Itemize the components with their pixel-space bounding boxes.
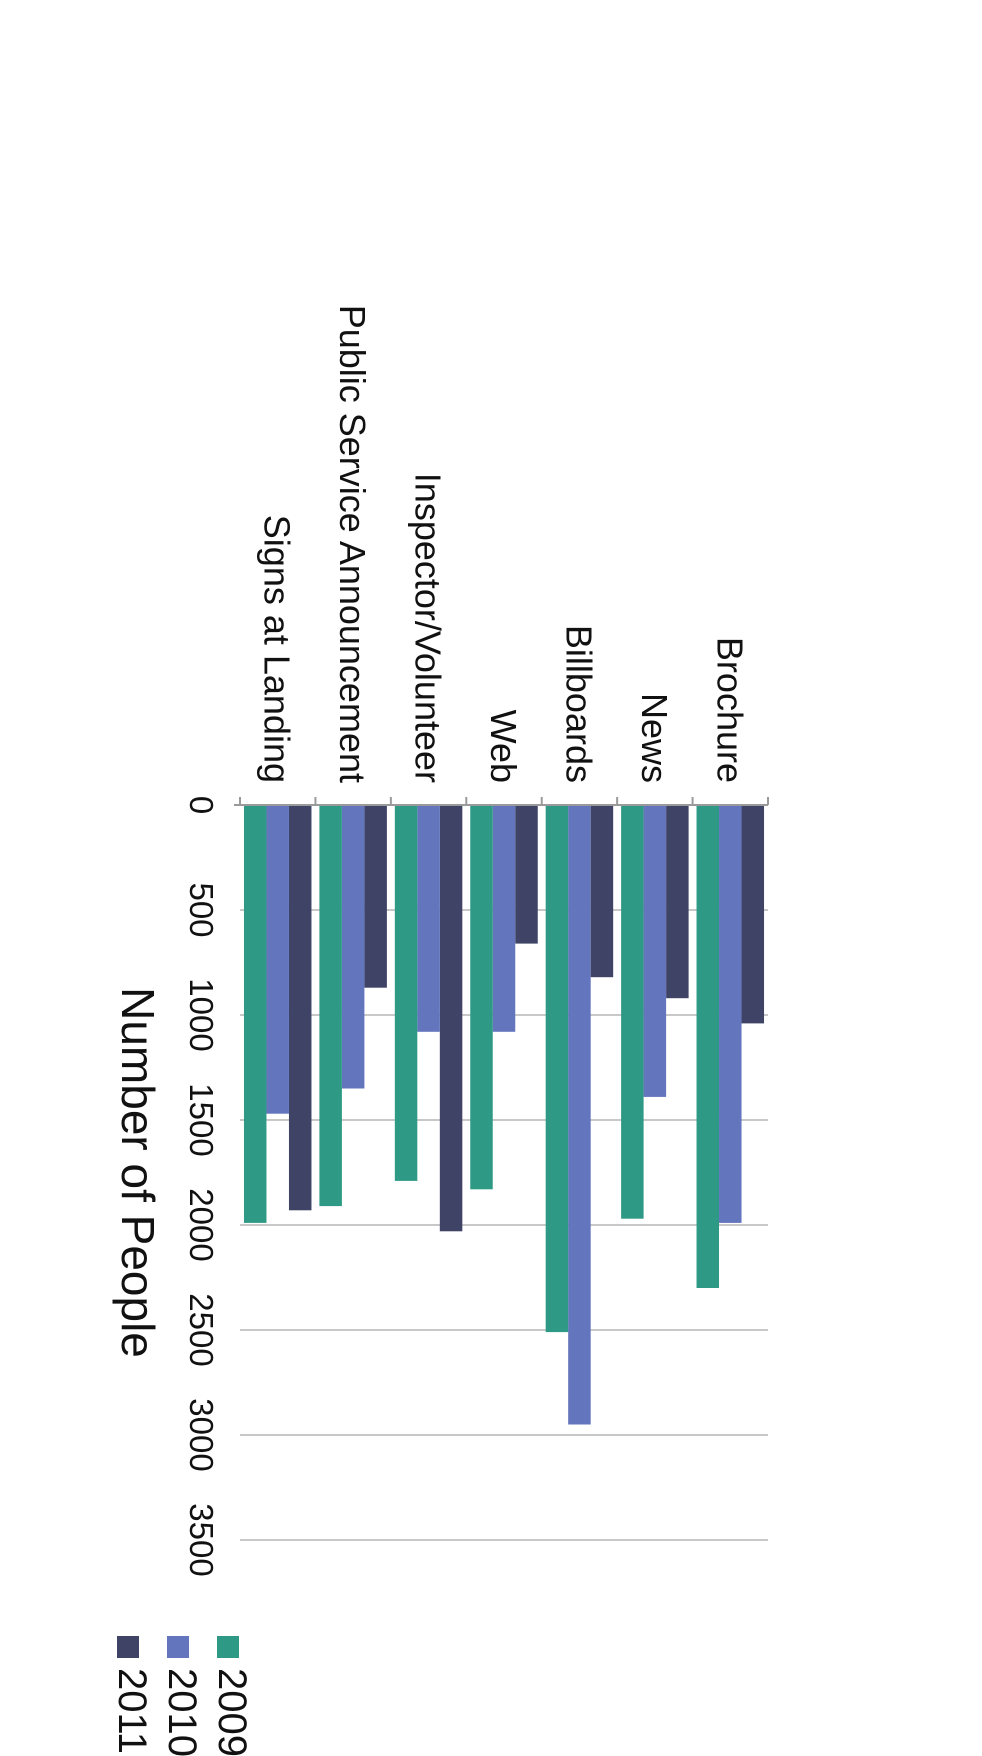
bar-2011 (439, 805, 463, 1232)
chart-rotated-group: 0 500 1000 1500 2000 2500 3000 3500 Brochure News… (110, 305, 769, 1756)
category-label: News (634, 693, 675, 783)
bar-2009 (545, 805, 569, 1333)
category-label: Brochure (709, 637, 750, 783)
category-label: Web (483, 710, 524, 783)
category-label: Public Service Announcement (332, 305, 373, 783)
category-label: Signs at Landing (257, 515, 298, 783)
x-tick-label: 1000 (183, 978, 220, 1051)
bar-2009 (243, 805, 267, 1223)
legend-swatch-2010 (167, 1636, 189, 1658)
bar-2010 (341, 805, 365, 1089)
legend-label: 2010 (160, 1668, 204, 1756)
x-tick-label: 2500 (183, 1293, 220, 1366)
legend: 2011 2010 2009 (110, 1636, 254, 1756)
bar-2010 (417, 805, 440, 1032)
axes: 0 500 1000 1500 2000 2500 3000 3500 Brochure News… (183, 305, 769, 1577)
bar-2010 (643, 805, 667, 1097)
bar-2010 (266, 805, 289, 1114)
bars (243, 805, 765, 1425)
bar-2010 (719, 805, 742, 1223)
legend-swatch-2011 (117, 1636, 139, 1658)
bar-2011 (288, 805, 312, 1211)
x-tick-label: 0 (183, 796, 220, 814)
bar-2010 (492, 805, 516, 1032)
bar-2010 (568, 805, 591, 1425)
bar-2009 (696, 805, 720, 1288)
bar-2011 (590, 805, 614, 978)
category-label: Inspector/Volunteer (408, 473, 449, 783)
legend-label: 2011 (110, 1668, 154, 1754)
bar-2011 (364, 805, 387, 988)
category-label: Billboards (558, 625, 599, 783)
bar-2009 (394, 805, 418, 1181)
bar-2009 (319, 805, 342, 1207)
x-tick-label: 3000 (183, 1398, 220, 1471)
x-tick-label: 1500 (183, 1083, 220, 1156)
bar-2009 (470, 805, 493, 1190)
bar-2011 (741, 805, 765, 1024)
x-tick-label: 3500 (183, 1503, 220, 1576)
bar-2011 (666, 805, 689, 999)
bar-2009 (621, 805, 644, 1219)
legend-label: 2009 (210, 1668, 254, 1756)
x-axis-title: Number of People (112, 987, 164, 1358)
legend-swatch-2009 (217, 1636, 239, 1658)
bar-2011 (515, 805, 538, 944)
x-tick-label: 2000 (183, 1188, 220, 1261)
x-tick-label: 500 (183, 882, 220, 937)
